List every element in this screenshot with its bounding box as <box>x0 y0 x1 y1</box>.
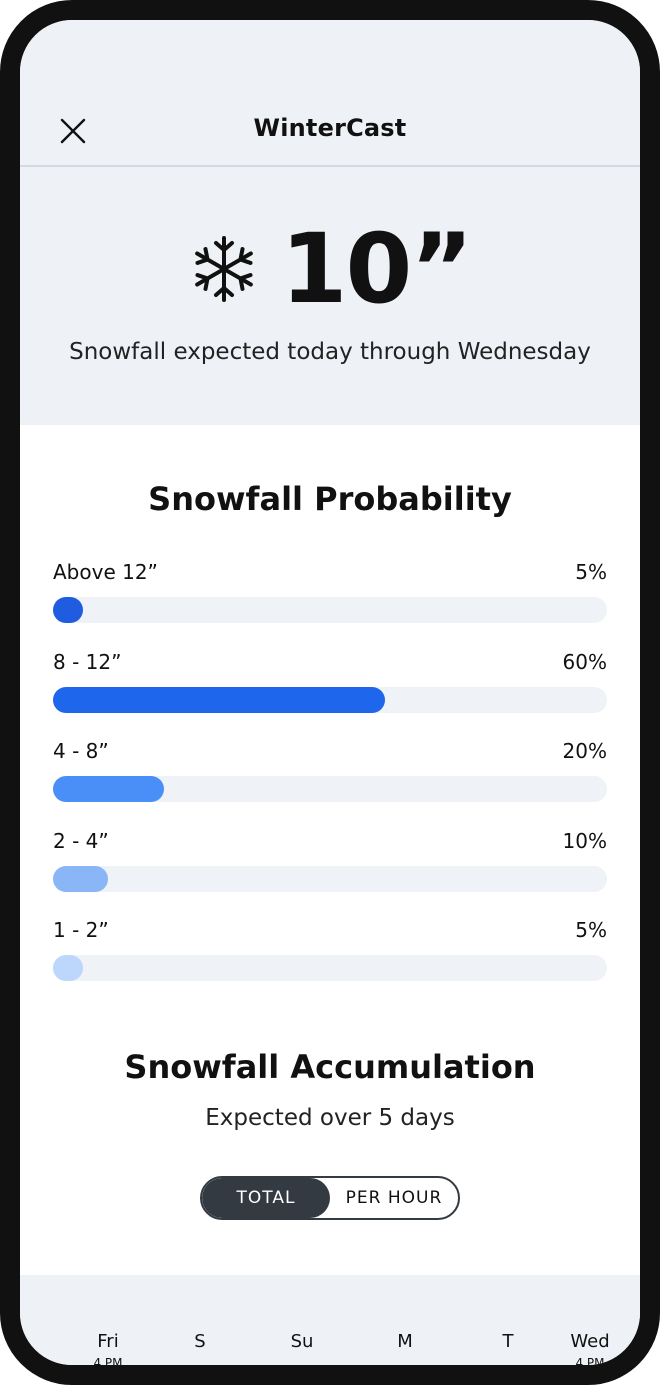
probability-value: 60% <box>562 649 607 674</box>
probability-value: 5% <box>575 560 607 584</box>
probability-fill <box>53 776 164 802</box>
probability-track <box>53 865 607 892</box>
probability-track <box>53 776 607 802</box>
probability-item: 4 - 8” 20% <box>53 739 607 829</box>
day-column: Su <box>262 1331 342 1356</box>
probability-value: 5% <box>575 918 607 942</box>
snowfall-amount: 10” <box>280 213 474 325</box>
day-time: 4 PM <box>93 1356 123 1370</box>
day-name: T <box>502 1331 514 1352</box>
probability-list: Above 12” 5% 8 - 12” 60% 4 - 8” 20% <box>53 560 607 1008</box>
screen: WinterCast <box>20 20 640 1365</box>
top-bar: WinterCast <box>20 20 640 167</box>
per-hour-toggle-button[interactable]: PER HOUR <box>345 1188 443 1208</box>
snowfall-total-row: 10” <box>20 221 640 317</box>
probability-fill <box>53 955 83 981</box>
probability-track <box>53 955 607 981</box>
probability-value: 10% <box>562 828 607 853</box>
accumulation-toggle: TOTAL PER HOUR <box>200 1176 460 1220</box>
probability-title: Snowfall Probability <box>148 480 512 518</box>
probability-label: 2 - 4” <box>53 828 109 853</box>
day-time: 4 PM <box>575 1356 605 1370</box>
day-column: M <box>365 1331 445 1356</box>
probability-item: Above 12” 5% <box>53 560 607 650</box>
probability-item: 1 - 2” 5% <box>53 918 607 1008</box>
snowflake-icon <box>194 236 253 302</box>
accumulation-chart: Fri 4 PM S Su M T Wed 4 PM <box>20 1275 640 1365</box>
probability-item: 2 - 4” 10% <box>53 829 607 919</box>
day-column: Fri 4 PM <box>68 1331 148 1370</box>
day-name: S <box>194 1331 206 1352</box>
probability-fill <box>53 686 386 713</box>
day-name: Fri <box>97 1331 119 1352</box>
day-name: M <box>397 1331 413 1352</box>
probability-label: 1 - 2” <box>53 918 109 942</box>
total-toggle-button[interactable]: TOTAL <box>202 1178 330 1218</box>
day-name: Su <box>290 1331 314 1352</box>
app-title: WinterCast <box>253 114 407 142</box>
probability-value: 20% <box>562 739 607 763</box>
close-icon <box>60 118 86 144</box>
probability-label: 4 - 8” <box>53 739 109 763</box>
snowfall-subtitle: Snowfall expected today through Wednesda… <box>69 339 591 365</box>
probability-fill <box>53 597 83 623</box>
probability-fill <box>53 865 109 892</box>
day-column: S <box>160 1331 240 1356</box>
close-button[interactable] <box>58 116 88 146</box>
probability-label: 8 - 12” <box>53 649 122 674</box>
day-column: Wed 4 PM <box>550 1331 630 1370</box>
snowfall-summary: 10” Snowfall expected today through Wedn… <box>20 167 640 425</box>
accumulation-subtitle: Expected over 5 days <box>205 1105 455 1131</box>
probability-item: 8 - 12” 60% <box>53 650 607 740</box>
accumulation-title: Snowfall Accumulation <box>124 1048 536 1086</box>
probability-label: Above 12” <box>53 560 158 584</box>
probability-track <box>53 686 607 713</box>
day-column: T <box>468 1331 548 1356</box>
day-name: Wed <box>570 1331 610 1352</box>
probability-track <box>53 597 607 623</box>
